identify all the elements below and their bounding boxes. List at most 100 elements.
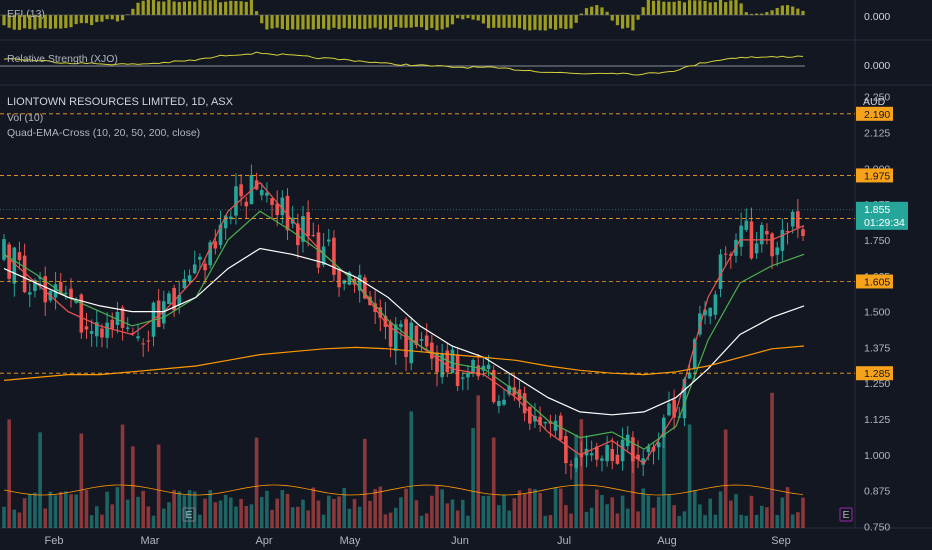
efi-bar	[373, 15, 377, 28]
candle	[491, 365, 496, 404]
efi-bar	[33, 15, 37, 30]
volume-bar	[321, 514, 326, 528]
candle-body	[445, 350, 450, 373]
candle-body	[156, 300, 161, 328]
candle-body	[569, 464, 573, 466]
candle-body	[64, 292, 68, 294]
volume-bar	[244, 505, 249, 528]
efi-bar	[801, 10, 805, 15]
volume-bar	[249, 504, 254, 528]
time-axis-label: Jul	[557, 535, 571, 547]
volume-bar	[502, 494, 506, 528]
volume-bar	[393, 507, 398, 528]
vol-label[interactable]: Vol (10)	[7, 112, 44, 124]
candle	[244, 196, 249, 220]
volume-bar	[218, 500, 223, 528]
candle-body	[656, 442, 661, 448]
candle-body	[105, 322, 109, 338]
candle	[27, 283, 32, 308]
ema-label[interactable]: Quad-EMA-Cross (10, 20, 50, 200, close)	[7, 127, 201, 139]
candle	[393, 317, 398, 365]
efi-bar	[311, 15, 315, 30]
candle-body	[796, 211, 800, 228]
price-tick-label: 2.250	[864, 92, 890, 104]
ema200-line	[3, 345, 805, 381]
candle-body	[280, 197, 285, 216]
volume-bar	[527, 488, 532, 528]
candle	[347, 271, 352, 286]
efi-bar	[198, 0, 202, 15]
candle-body	[208, 242, 212, 266]
candle-body	[141, 343, 145, 345]
volume-bar	[698, 504, 702, 528]
symbol-title[interactable]: LIONTOWN RESOURCES LIMITED, 1D, ASX	[7, 96, 233, 108]
candle-body	[115, 311, 120, 325]
earnings-marker-letter: E	[842, 509, 849, 521]
volume-bar	[7, 419, 11, 528]
candle	[198, 253, 202, 269]
volume-bar	[455, 510, 460, 528]
efi-bar	[131, 8, 135, 15]
candle	[218, 210, 223, 249]
earnings-marker[interactable]: E	[839, 507, 853, 522]
volume-bar	[646, 495, 651, 528]
candle	[290, 205, 295, 229]
efi-bar	[383, 15, 388, 29]
price-axis-ticks: 2.2502.1252.0001.8751.7501.6251.5001.375…	[864, 92, 890, 534]
volume-bar	[326, 495, 331, 528]
candle-body	[43, 276, 48, 303]
candle-body	[244, 201, 249, 207]
candle-body	[564, 436, 568, 464]
candle	[553, 414, 558, 437]
candle	[311, 222, 316, 238]
price-tick-label: 2.125	[864, 127, 890, 139]
candle-body	[136, 336, 140, 339]
candle	[17, 241, 22, 270]
candle-body	[218, 224, 223, 245]
candle-body	[239, 184, 243, 197]
volume-bar	[79, 433, 84, 528]
price-tick-label: 1.125	[864, 414, 890, 426]
volume-bar	[553, 487, 558, 528]
efi-label: EFI (13)	[7, 8, 45, 20]
candle	[301, 205, 305, 253]
efi-bar	[502, 15, 506, 28]
volume-bar	[125, 499, 130, 528]
candle-body	[296, 223, 300, 246]
candle-body	[326, 239, 331, 242]
candle	[605, 435, 609, 467]
efi-bar	[600, 7, 604, 15]
candle-body	[770, 233, 774, 257]
candle-body	[538, 416, 542, 425]
efi-bar	[687, 0, 692, 15]
volume-bar	[89, 515, 94, 528]
efi-bar	[620, 15, 625, 29]
candle	[600, 455, 604, 472]
efi-bar	[90, 15, 94, 26]
efi-bar	[796, 8, 800, 15]
time-axis-label: Feb	[45, 535, 64, 547]
efi-bar	[38, 15, 42, 29]
volume-bar	[270, 509, 274, 528]
volume-bar	[424, 513, 429, 528]
efi-bar	[698, 0, 702, 15]
volume-bar	[507, 510, 511, 528]
candle	[522, 386, 527, 422]
candle-body	[7, 244, 11, 279]
candle	[424, 323, 429, 352]
volume-bar	[574, 434, 578, 528]
efi-bar	[471, 15, 475, 20]
earnings-marker[interactable]: E	[182, 507, 196, 522]
candle	[744, 208, 749, 232]
candle	[759, 222, 764, 253]
volume-bar	[729, 500, 733, 528]
candle	[352, 276, 357, 293]
volume-bar	[363, 438, 367, 528]
candle-body	[301, 216, 305, 242]
earnings-marker-box	[182, 507, 196, 522]
candle	[476, 353, 481, 381]
candle-body	[780, 229, 785, 251]
rs-line	[3, 51, 804, 76]
candle	[234, 173, 238, 225]
